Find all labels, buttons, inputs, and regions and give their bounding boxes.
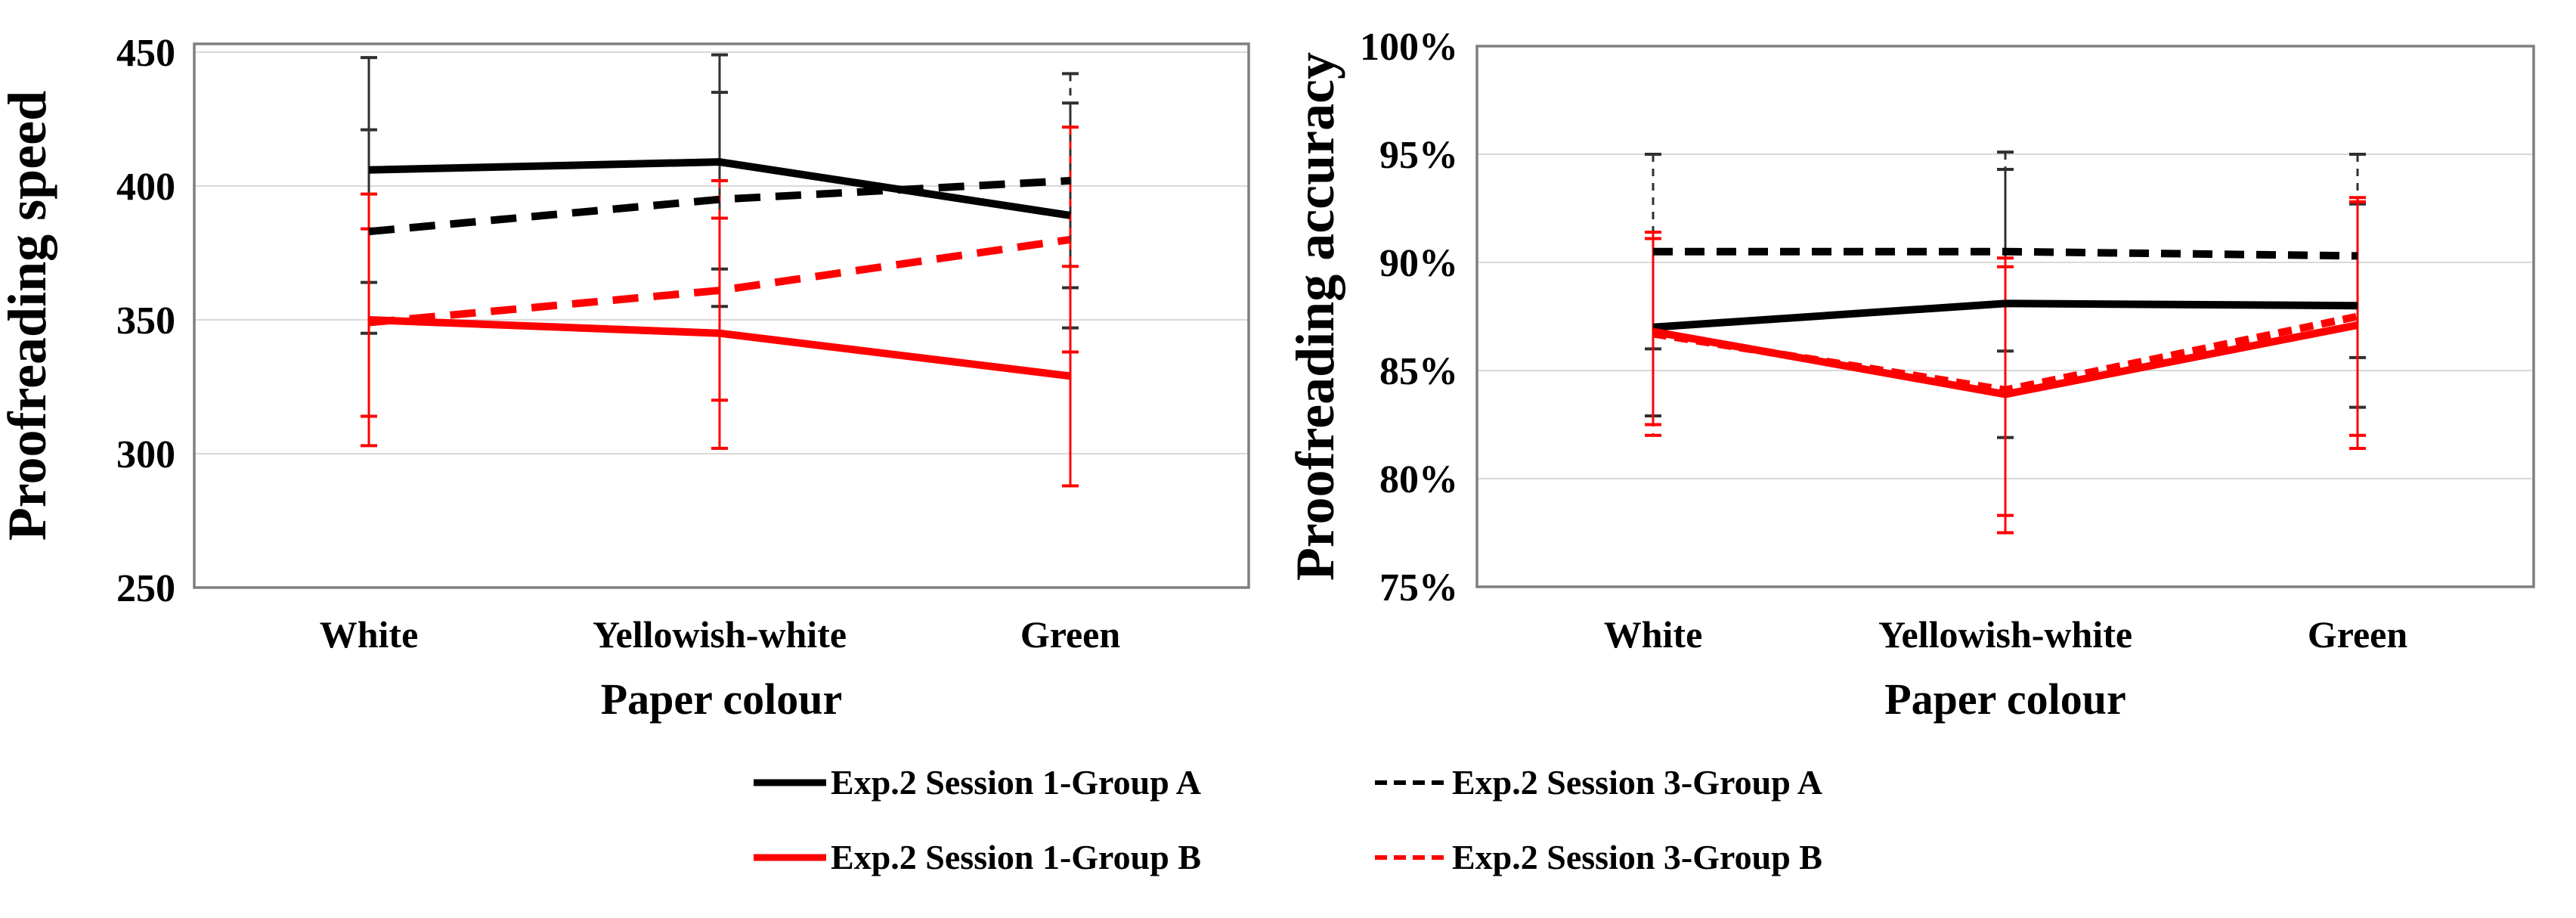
chart-legend: Exp.2 Session 1-Group A Exp.2 Session 3-…: [0, 762, 2576, 877]
y-axis-title: Proofreading accuracy: [1288, 52, 1345, 581]
data-line: [1652, 299, 2358, 331]
y-tick-label: 95%: [1379, 134, 1458, 177]
proofreading-accuracy-chart: 100% 95% 90% 85% 80% 75% White Yellowish-white G…: [1288, 26, 2535, 724]
data-line: [368, 235, 1071, 327]
y-tick-label: 85%: [1379, 350, 1458, 393]
legend-swatch-solid-red-icon: [754, 854, 827, 861]
x-axis-title: Paper colour: [1884, 675, 2126, 724]
x-category-label: White: [320, 613, 419, 656]
legend-label: Exp.2 Session 1-Group A: [831, 763, 1201, 802]
data-line: [1652, 312, 2359, 394]
x-category-label: Green: [2308, 613, 2408, 656]
y-axis-title: Proofreading speed: [0, 91, 57, 541]
legend-label: Exp.2 Session 3-Group A: [1452, 763, 1822, 802]
x-axis-title: Paper colour: [601, 675, 842, 724]
legend-item: Exp.2 Session 1-Group A: [754, 762, 1201, 802]
plot-border: [193, 42, 1250, 589]
y-tick-label: 350: [116, 299, 175, 343]
y-tick-label: 75%: [1379, 566, 1458, 609]
legend-swatch-solid-black-icon: [754, 779, 827, 786]
x-category-label: Yellowish-white: [1878, 613, 2132, 656]
plot-border: [1475, 45, 2535, 588]
x-category-label: White: [1604, 613, 1703, 656]
y-tick-label: 400: [116, 166, 175, 209]
y-tick-label: 450: [116, 32, 175, 75]
data-line: [368, 176, 1071, 236]
y-tick-label: 80%: [1379, 458, 1458, 501]
legend-swatch-dashed-black-icon: [1375, 780, 1447, 785]
x-category-label: Yellowish-white: [593, 613, 847, 656]
data-line: [1653, 247, 2358, 260]
y-tick-label: 90%: [1379, 242, 1458, 285]
legend-item: Exp.2 Session 3-Group A: [1375, 762, 1822, 802]
legend-swatch-dashed-red-icon: [1375, 854, 1447, 860]
data-line: [368, 316, 1071, 380]
data-line: [368, 158, 1071, 219]
proofreading-speed-chart: 450 400 350 300 250 White Yellowish-white Green…: [0, 32, 1250, 724]
y-tick-label: 100%: [1360, 26, 1458, 69]
legend-label: Exp.2 Session 3-Group B: [1452, 838, 1822, 876]
x-category-label: Green: [1020, 613, 1121, 656]
legend-item: Exp.2 Session 3-Group B: [1375, 837, 1822, 877]
legend-item: Exp.2 Session 1-Group B: [754, 837, 1201, 877]
legend-label: Exp.2 Session 1-Group B: [831, 838, 1201, 876]
y-tick-label: 300: [116, 433, 175, 476]
y-tick-label: 250: [116, 567, 175, 610]
